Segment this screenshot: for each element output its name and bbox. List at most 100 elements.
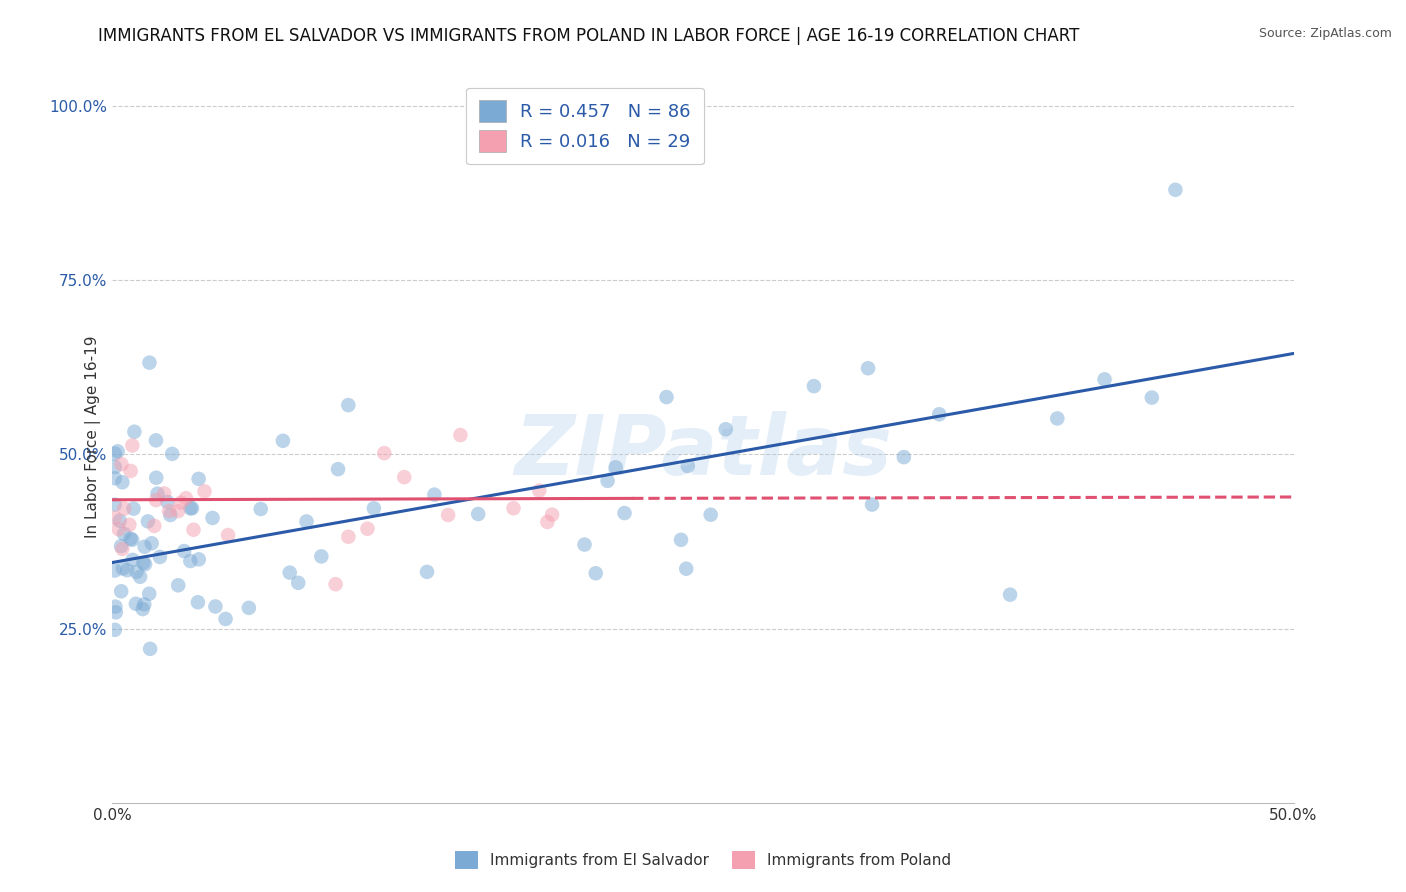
Point bbox=[423, 488, 446, 502]
Point bbox=[394, 470, 416, 484]
Point bbox=[214, 612, 236, 626]
Legend: R = 0.457   N = 86, R = 0.016   N = 29: R = 0.457 N = 86, R = 0.016 N = 29 bbox=[467, 87, 703, 164]
Point bbox=[860, 498, 883, 512]
Point bbox=[157, 504, 180, 518]
Point bbox=[856, 361, 879, 376]
Point bbox=[714, 422, 737, 436]
Point bbox=[803, 379, 825, 393]
Point bbox=[120, 532, 142, 546]
Point bbox=[145, 471, 167, 485]
Point bbox=[998, 588, 1021, 602]
Point bbox=[120, 464, 142, 478]
Point bbox=[104, 605, 127, 619]
Point bbox=[187, 472, 209, 486]
Point bbox=[287, 575, 309, 590]
Point bbox=[187, 552, 209, 566]
Point bbox=[112, 526, 135, 541]
Point bbox=[110, 457, 132, 471]
Point bbox=[146, 486, 169, 500]
Point bbox=[132, 556, 155, 570]
Point bbox=[124, 425, 146, 439]
Point bbox=[201, 511, 224, 525]
Point bbox=[249, 502, 271, 516]
Point bbox=[174, 491, 197, 506]
Point bbox=[115, 563, 138, 577]
Point bbox=[121, 533, 143, 547]
Point bbox=[605, 460, 627, 475]
Point bbox=[159, 508, 181, 522]
Point bbox=[596, 474, 619, 488]
Point bbox=[134, 540, 156, 554]
Point bbox=[111, 561, 134, 575]
Point bbox=[675, 562, 697, 576]
Point bbox=[928, 407, 950, 421]
Point bbox=[585, 566, 607, 581]
Point bbox=[669, 533, 692, 547]
Point bbox=[173, 544, 195, 558]
Text: Source: ZipAtlas.com: Source: ZipAtlas.com bbox=[1258, 27, 1392, 40]
Point bbox=[167, 504, 190, 518]
Point bbox=[467, 507, 489, 521]
Point bbox=[170, 496, 193, 510]
Point bbox=[699, 508, 721, 522]
Point bbox=[104, 498, 127, 512]
Point bbox=[138, 587, 160, 601]
Point bbox=[893, 450, 915, 464]
Point bbox=[104, 564, 127, 578]
Point bbox=[118, 517, 141, 532]
Point bbox=[529, 483, 551, 498]
Point bbox=[104, 623, 127, 637]
Point bbox=[108, 514, 131, 528]
Point bbox=[325, 577, 347, 591]
Point bbox=[238, 600, 260, 615]
Point bbox=[110, 539, 132, 553]
Point bbox=[121, 438, 143, 452]
Point bbox=[110, 584, 132, 599]
Point bbox=[271, 434, 294, 448]
Point bbox=[107, 444, 129, 458]
Point bbox=[613, 506, 636, 520]
Point bbox=[134, 557, 156, 571]
Point bbox=[193, 484, 215, 499]
Point bbox=[179, 501, 201, 516]
Point bbox=[574, 538, 596, 552]
Point bbox=[145, 434, 167, 448]
Point bbox=[181, 501, 204, 516]
Point bbox=[149, 549, 172, 564]
Text: ZIPatlas: ZIPatlas bbox=[515, 411, 891, 492]
Point bbox=[326, 462, 349, 476]
Point bbox=[125, 565, 148, 579]
Point bbox=[122, 501, 145, 516]
Point bbox=[179, 554, 201, 568]
Point bbox=[104, 599, 127, 614]
Point bbox=[356, 522, 378, 536]
Y-axis label: In Labor Force | Age 16-19: In Labor Force | Age 16-19 bbox=[86, 335, 101, 539]
Point bbox=[541, 508, 564, 522]
Point bbox=[204, 599, 226, 614]
Point bbox=[295, 515, 318, 529]
Point bbox=[145, 493, 167, 508]
Point bbox=[121, 553, 143, 567]
Point bbox=[1164, 183, 1187, 197]
Point bbox=[1094, 372, 1116, 386]
Point bbox=[125, 597, 148, 611]
Point bbox=[138, 356, 160, 370]
Point bbox=[187, 595, 209, 609]
Point bbox=[104, 511, 127, 525]
Point bbox=[167, 578, 190, 592]
Point bbox=[111, 541, 134, 556]
Point bbox=[143, 519, 166, 533]
Point bbox=[437, 508, 460, 522]
Legend: Immigrants from El Salvador, Immigrants from Poland: Immigrants from El Salvador, Immigrants … bbox=[449, 845, 957, 875]
Point bbox=[160, 447, 183, 461]
Point bbox=[104, 446, 127, 460]
Point bbox=[104, 471, 127, 485]
Point bbox=[502, 501, 524, 516]
Point bbox=[676, 458, 699, 473]
Point bbox=[139, 641, 162, 656]
Point bbox=[278, 566, 301, 580]
Point bbox=[136, 514, 159, 528]
Point bbox=[153, 486, 176, 500]
Point bbox=[536, 515, 558, 529]
Point bbox=[363, 501, 385, 516]
